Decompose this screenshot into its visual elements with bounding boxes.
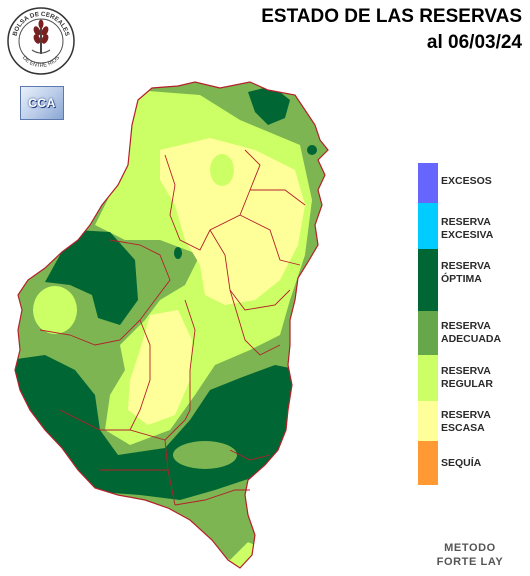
zone-optima-east-dot <box>307 145 317 155</box>
method-line2: FORTE LAY <box>436 556 504 568</box>
legend-label-escasa: RESERVA ESCASA <box>441 409 491 434</box>
method-line1: METODO <box>444 542 496 554</box>
zone-adecuada-south <box>170 495 250 560</box>
legend-item-escasa: RESERVA ESCASA <box>418 401 528 441</box>
zone-escasa-central <box>160 138 305 305</box>
legend-item-excesiva: RESERVA EXCESIVA <box>418 203 528 249</box>
map-date: al 06/03/24 <box>426 32 522 53</box>
legend-swatch-optima <box>418 249 438 311</box>
zone-optima-west <box>45 230 138 325</box>
legend-item-optima: RESERVA ÓPTIMA <box>418 249 528 311</box>
map-title-block: ESTADO DE LAS RESERVAS al 06/03/24 <box>261 4 522 56</box>
legend-item-sequia: SEQUÍA <box>418 441 528 485</box>
legend-label-excesiva: RESERVA EXCESIVA <box>441 216 494 241</box>
legend-swatch-adecuada <box>418 311 438 355</box>
bolsa-cereales-logo: BOLSA DE CEREALES DE ENTRE RIOS <box>7 7 75 75</box>
cca-logo-text: CCA <box>28 96 56 110</box>
legend-item-regular: RESERVA REGULAR <box>418 355 528 401</box>
legend-label-excesos: EXCESOS <box>441 175 492 187</box>
zone-regular-west <box>33 286 77 334</box>
legend-label-optima: RESERVA ÓPTIMA <box>441 260 491 285</box>
legend-swatch-escasa <box>418 401 438 441</box>
zone-adecuada-pocket <box>173 441 237 469</box>
zone-optima-northeast <box>248 86 290 125</box>
zone-optima-center-dot <box>174 247 182 259</box>
legend-label-regular: RESERVA REGULAR <box>441 365 493 390</box>
department-borders <box>39 149 306 506</box>
legend-label-sequia: SEQUÍA <box>441 457 482 469</box>
legend-swatch-excesos <box>418 163 438 203</box>
map-title: ESTADO DE LAS RESERVAS <box>261 6 522 27</box>
legend-swatch-sequia <box>418 441 438 485</box>
legend-item-adecuada: RESERVA ADECUADA <box>418 311 528 355</box>
legend-swatch-excesiva <box>418 203 438 249</box>
legend-label-adecuada: RESERVA ADECUADA <box>441 320 502 345</box>
legend-swatch-regular <box>418 355 438 401</box>
zone-escasa-south <box>128 310 192 425</box>
cca-logo: CCA <box>20 86 64 120</box>
zone-regular-island <box>210 154 234 186</box>
legend-item-excesos: EXCESOS <box>418 163 528 203</box>
wheat-icon <box>31 19 51 54</box>
method-label: METODO FORTE LAY <box>430 541 510 569</box>
